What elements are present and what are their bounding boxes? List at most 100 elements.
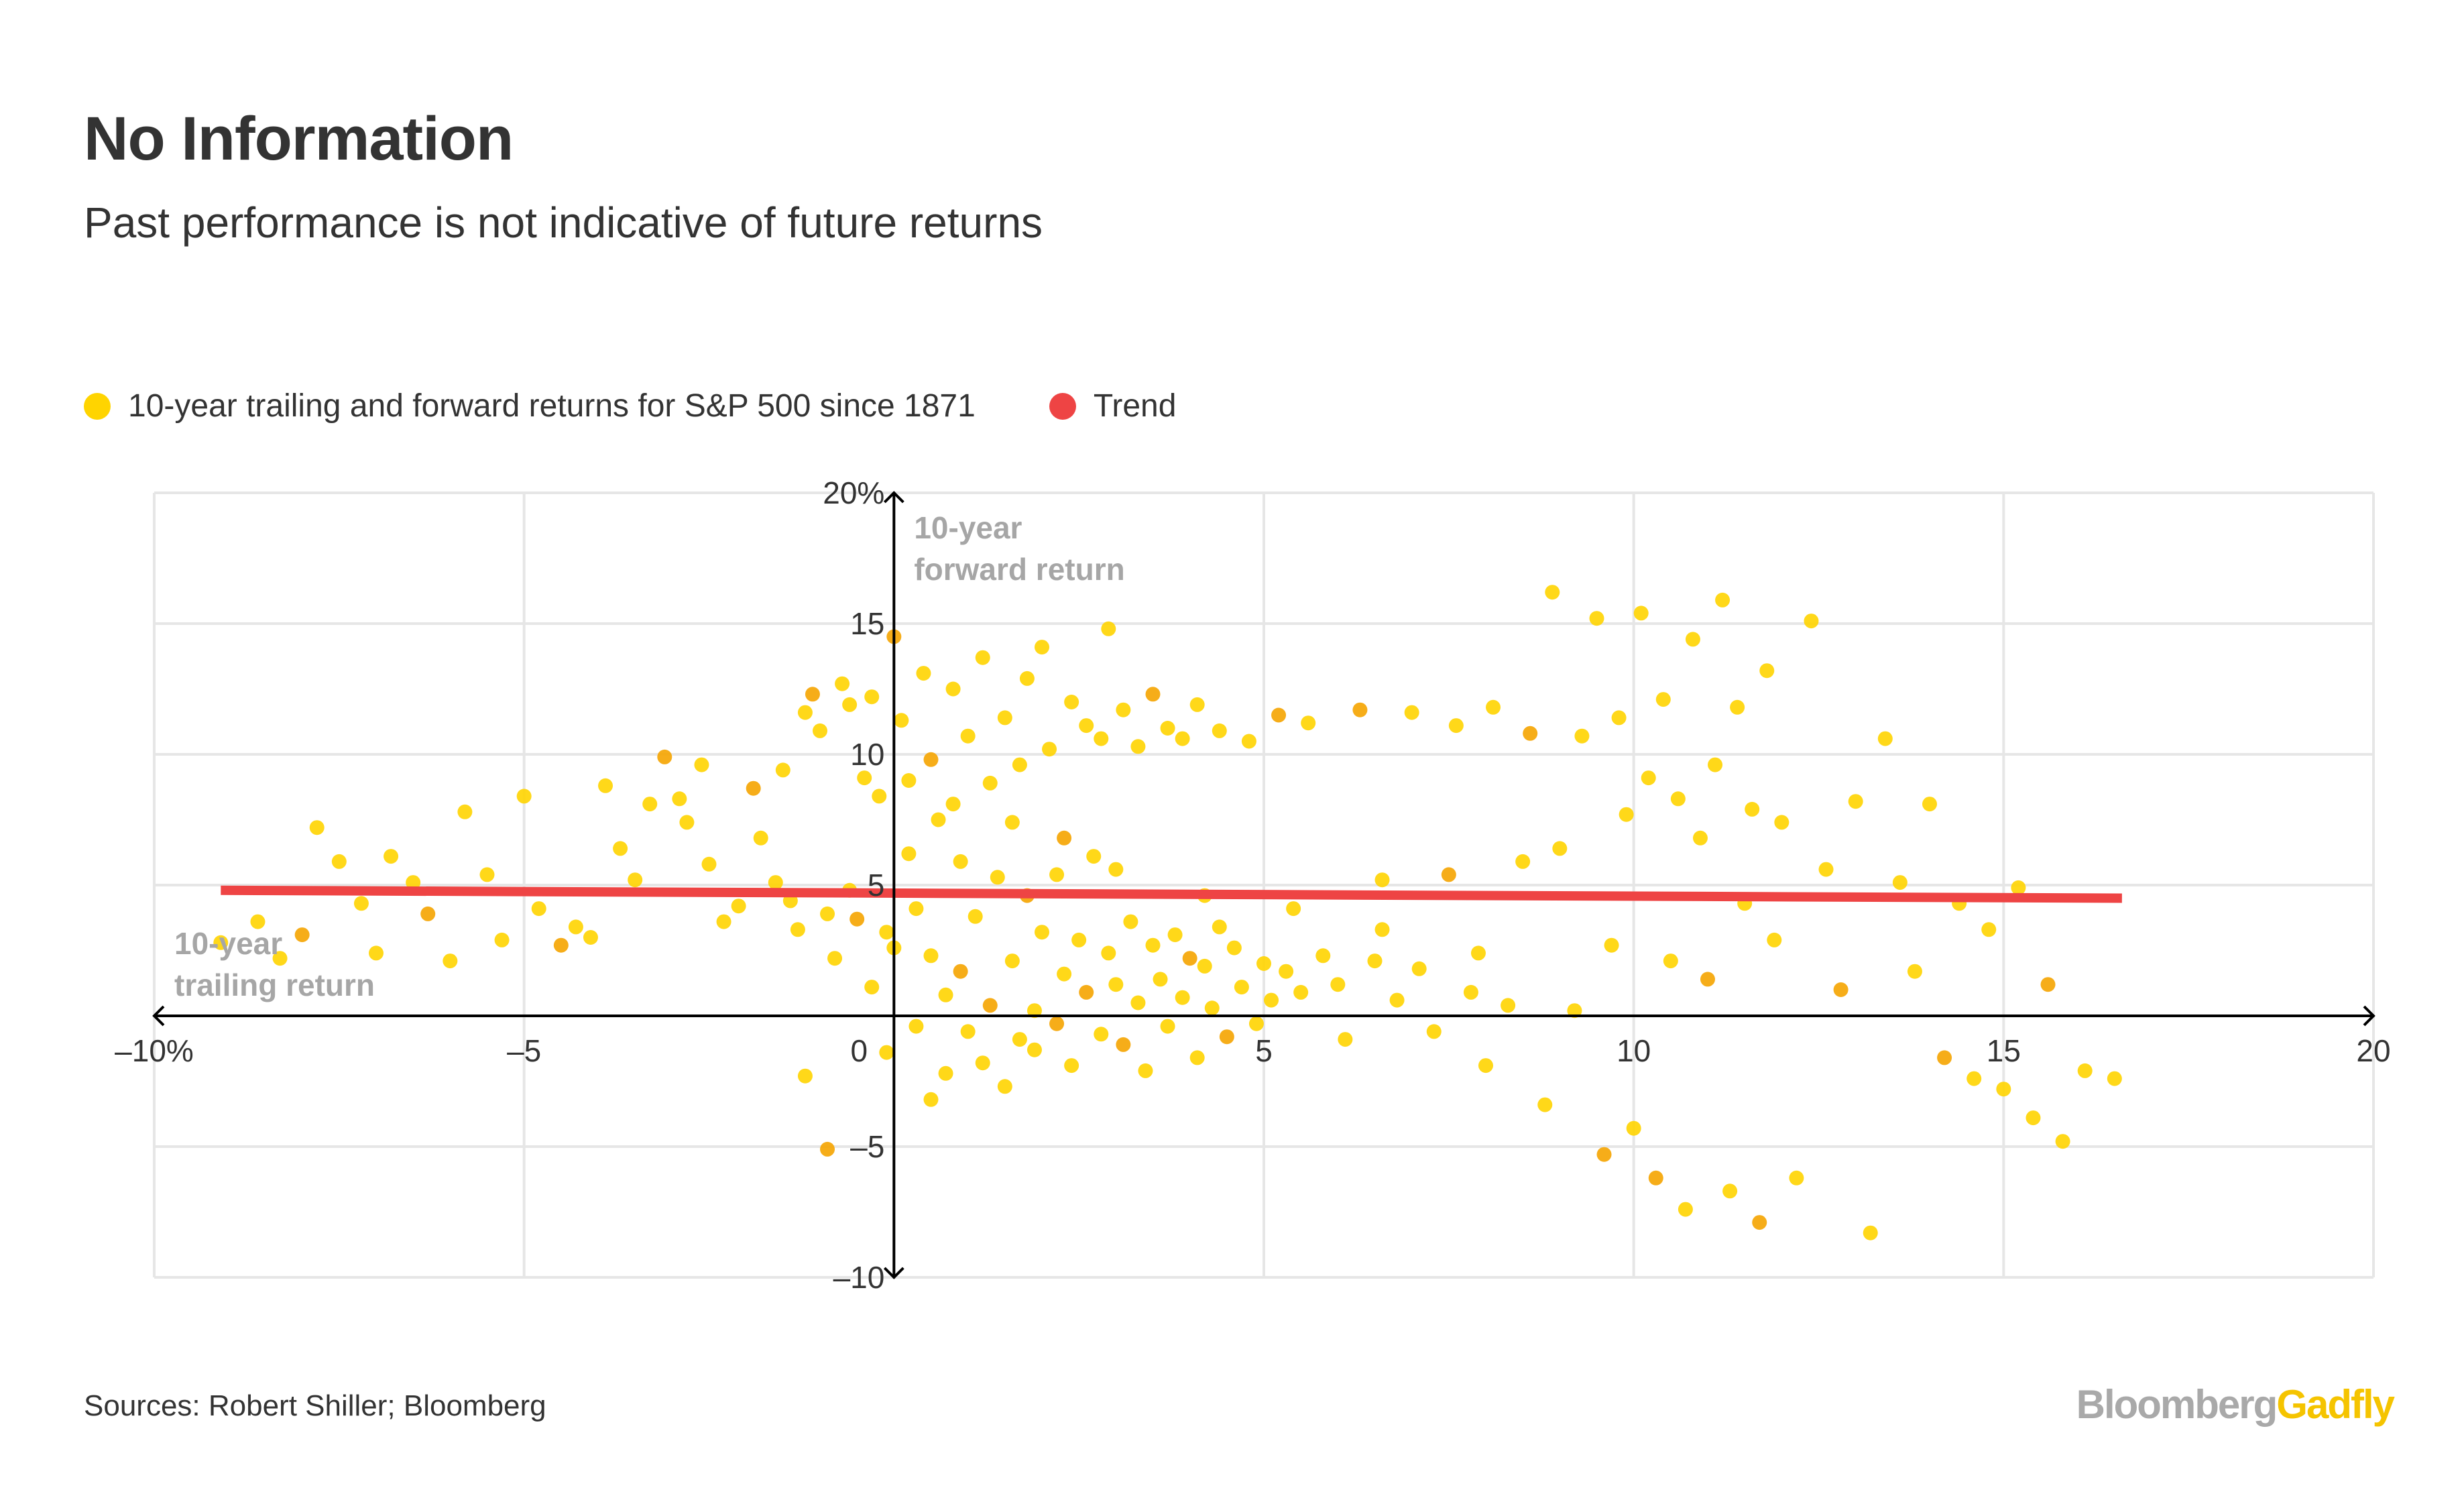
- scatter-point: [1411, 961, 1427, 976]
- scatter-point: [975, 650, 990, 665]
- scatter-point: [2011, 880, 2026, 895]
- scatter-point: [975, 1055, 990, 1071]
- scatter-point: [598, 778, 613, 793]
- scatter-point: [272, 951, 288, 966]
- scatter-point: [923, 752, 939, 767]
- scatter-point: [716, 914, 731, 929]
- scatter-point: [1026, 1003, 1042, 1019]
- scatter-point: [1730, 699, 1745, 715]
- scatter-point: [775, 762, 790, 778]
- scatter-point: [797, 705, 813, 720]
- scatter-point: [1759, 663, 1775, 679]
- scatter-point: [1648, 1170, 1663, 1185]
- scatter-point: [1774, 815, 1790, 830]
- scatter-point: [1130, 739, 1146, 754]
- scatter-point: [1212, 723, 1227, 738]
- scatter-point: [1611, 710, 1627, 726]
- scatter-point: [250, 914, 266, 929]
- scatter-point: [613, 841, 628, 856]
- scatter-point: [1175, 990, 1190, 1005]
- scatter-point: [331, 854, 347, 869]
- y-tick-label: –5: [850, 1129, 884, 1164]
- scatter-point: [1715, 592, 1730, 607]
- scatter-point: [916, 666, 931, 681]
- scatter-point: [1035, 925, 1049, 940]
- scatter-point: [1404, 705, 1419, 720]
- scatter-point: [1937, 1050, 1952, 1065]
- scatter-point: [1248, 1016, 1264, 1031]
- x-axis-label-line1: 10-year: [174, 926, 282, 961]
- scatter-point: [1722, 1183, 1738, 1199]
- scatter-point: [1094, 731, 1109, 746]
- scatter-point: [1330, 977, 1346, 992]
- scatter-point: [1470, 945, 1486, 961]
- scatter-point: [857, 770, 872, 786]
- scatter-point: [731, 899, 746, 914]
- scatter-point: [1426, 1024, 1442, 1039]
- scatter-point: [672, 791, 687, 807]
- scatter-point: [1094, 1027, 1109, 1042]
- y-axis-arrow-top: [883, 491, 904, 504]
- scatter-point: [1086, 849, 1102, 864]
- scatter-point: [1279, 964, 1294, 979]
- scatter-point: [945, 681, 961, 697]
- scatter-point: [1367, 953, 1383, 969]
- y-tick-label: –10: [833, 1260, 885, 1295]
- y-tick-label: 5: [868, 868, 885, 903]
- scatter-point: [1448, 718, 1464, 734]
- x-tick-label: 20: [2356, 1033, 2390, 1068]
- scatter-point: [384, 849, 399, 864]
- scatter-point: [1116, 1037, 1131, 1052]
- scatter-point: [1804, 614, 1819, 629]
- scatter-point: [1004, 815, 1020, 830]
- scatter-point: [1596, 1147, 1612, 1162]
- scatter-point: [213, 935, 229, 950]
- scatter-point: [1286, 901, 1301, 917]
- scatter-point: [953, 854, 968, 869]
- scatter-point: [2077, 1063, 2093, 1078]
- scatter-point: [1315, 948, 1331, 964]
- scatter-point: [1167, 927, 1183, 943]
- scatter-point: [1745, 801, 1760, 817]
- scatter-point: [982, 998, 998, 1013]
- scatter-point: [805, 687, 820, 702]
- scatter-point: [2055, 1134, 2070, 1149]
- brand-logo: BloombergGadfly: [2076, 1381, 2395, 1428]
- scatter-point: [1892, 875, 1908, 890]
- scatter-point: [768, 875, 783, 890]
- scatter-point: [679, 815, 695, 830]
- scatter-point: [746, 780, 761, 796]
- scatter-point: [931, 812, 946, 827]
- scatter-point: [1012, 1032, 1027, 1047]
- scatter-point: [1685, 632, 1700, 647]
- brand-logo-part2: Gadfly: [2276, 1382, 2395, 1427]
- scatter-point: [1678, 1202, 1693, 1217]
- scatter-point: [797, 1068, 813, 1084]
- x-tick-label: 0: [851, 1033, 868, 1068]
- x-tick-label: 5: [1255, 1033, 1273, 1068]
- scatter-point: [406, 875, 421, 890]
- scatter-point: [864, 980, 880, 995]
- scatter-point: [1626, 1120, 1641, 1136]
- x-tick-label: –10%: [115, 1033, 194, 1068]
- scatter-point: [1848, 794, 1863, 809]
- scatter-point: [997, 710, 1012, 726]
- x-axis-arrow-right: [2363, 1005, 2375, 1027]
- scatter-point: [516, 789, 532, 804]
- scatter-point: [420, 906, 436, 921]
- scatter-point: [1019, 671, 1035, 686]
- scatter-point: [1234, 980, 1249, 995]
- x-axis-label-line2: trailing return: [174, 968, 375, 1002]
- scatter-point: [1655, 692, 1671, 707]
- scatter-point: [642, 797, 658, 812]
- trend-line-group: [221, 885, 2122, 903]
- scatter-point: [657, 749, 672, 764]
- scatter-point: [531, 901, 546, 917]
- scatter-point: [813, 723, 827, 738]
- scatter-point: [1619, 807, 1634, 822]
- scatter-point: [1767, 932, 1782, 947]
- legend-item-returns: 10-year trailing and forward returns for…: [84, 388, 976, 424]
- scatter-point: [2026, 1110, 2041, 1126]
- scatter-point: [443, 953, 458, 969]
- scatter-point: [1589, 611, 1604, 626]
